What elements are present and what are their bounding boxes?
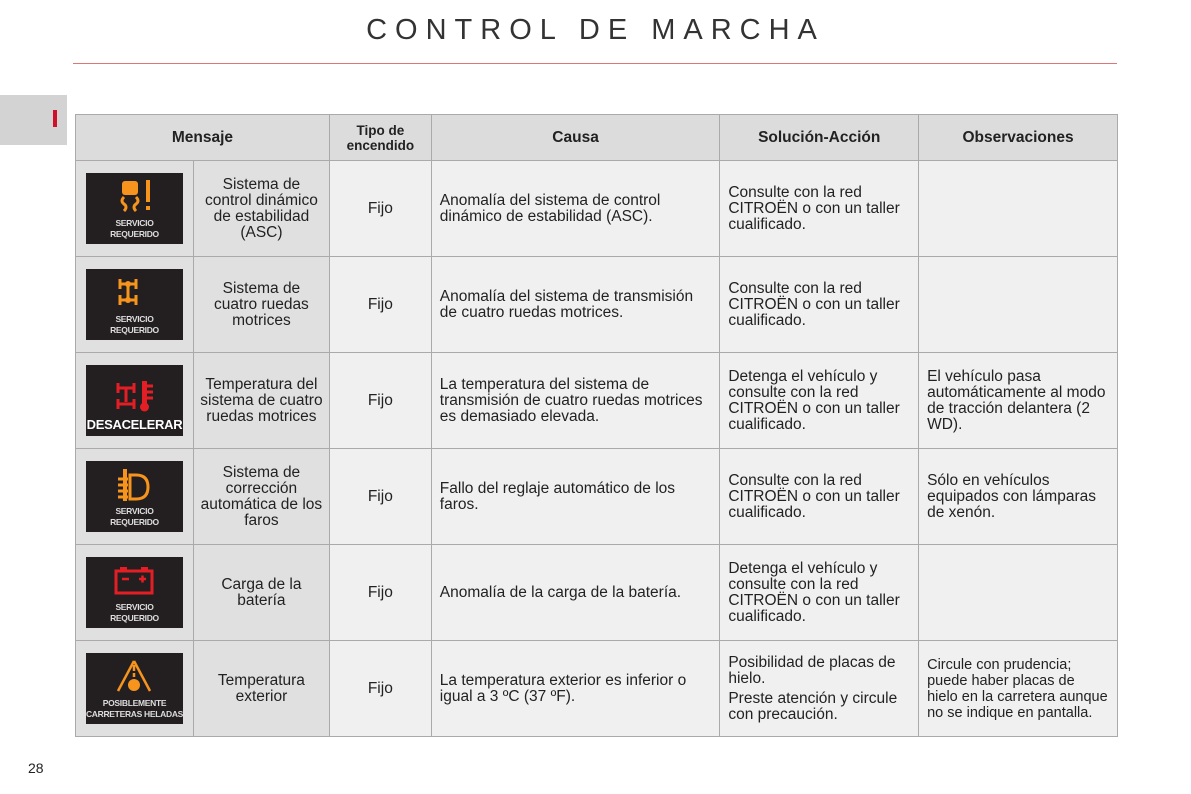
page-title: CONTROL DE MARCHA xyxy=(366,14,825,46)
battery-icon xyxy=(114,567,154,595)
header-tipo: Tipo de encendido xyxy=(328,114,432,161)
display-text: POSIBLEMENTE xyxy=(102,698,167,708)
solution-text: Detenga el vehículo y consulte con la re… xyxy=(728,367,900,433)
dashboard-display: DESACELERAR xyxy=(85,365,183,436)
display-text: REQUERIDO xyxy=(110,325,159,335)
display-text: SERVICIO xyxy=(115,218,154,228)
dashboard-display: SERVICIO REQUERIDO xyxy=(85,461,183,532)
solution-text: Consulte con la red CITROËN o con un tal… xyxy=(728,183,900,233)
tipo-cell: Fijo xyxy=(328,448,432,545)
solucion-cell: Consulte con la red CITROËN o con un tal… xyxy=(719,448,920,545)
mensaje-cell: Temperatura exterior xyxy=(192,640,330,737)
table-row: SERVICIO REQUERIDO Sistema de corrección … xyxy=(75,448,1118,545)
mensaje-cell: Sistema de control dinámico de estabilid… xyxy=(192,160,330,257)
solution-text: Detenga el vehículo y consulte con la re… xyxy=(728,559,900,625)
dashboard-display: POSIBLEMENTE CARRETERAS HELADAS xyxy=(86,653,183,724)
causa-cell: La temperatura del sistema de transmisió… xyxy=(430,352,721,449)
display-text: SERVICIO xyxy=(115,506,154,516)
table-row: POSIBLEMENTE CARRETERAS HELADAS Temperatu… xyxy=(75,640,1118,737)
table-row: DESACELERAR Temperatura del sistema de c… xyxy=(75,352,1118,449)
solucion-cell: Posibilidad de placas de hielo. Preste at… xyxy=(719,640,920,737)
section-marker xyxy=(53,110,57,127)
stability-control-warning-icon xyxy=(120,180,151,213)
display-text: SERVICIO xyxy=(115,314,154,324)
causa-cell: Anomalía del sistema de transmisión de c… xyxy=(430,256,721,353)
observaciones-cell: Sólo en vehículos equipados con lámparas… xyxy=(918,448,1118,545)
observaciones-cell xyxy=(918,256,1118,353)
tipo-cell: Fijo xyxy=(328,640,432,737)
solucion-cell: Detenga el vehículo y consulte con la re… xyxy=(719,352,920,449)
tipo-cell: Fijo xyxy=(328,160,432,257)
title-divider xyxy=(73,63,1117,64)
section-tab xyxy=(0,95,67,145)
causa-cell: La temperatura exterior es inferior o ig… xyxy=(430,640,721,737)
mensaje-cell: Temperatura del sistema de cuatro ruedas… xyxy=(192,352,330,449)
display-text: REQUERIDO xyxy=(110,229,159,239)
icy-road-icon xyxy=(117,660,152,692)
header-observaciones: Observaciones xyxy=(918,114,1118,161)
header-causa: Causa xyxy=(430,114,721,161)
observaciones-cell: Circule con prudencia; puede haber placa… xyxy=(918,640,1118,737)
dashboard-display: SERVICIO REQUERIDO xyxy=(85,269,183,340)
causa-cell: Anomalía del sistema de control dinámico… xyxy=(430,160,721,257)
solucion-cell: Consulte con la red CITROËN o con un tal… xyxy=(719,160,920,257)
display-text: DESACELERAR xyxy=(86,417,183,432)
tipo-cell: Fijo xyxy=(328,352,432,449)
dashboard-display: SERVICIO REQUERIDO xyxy=(85,557,183,628)
solution-text: Consulte con la red CITROËN o con un tal… xyxy=(728,279,900,329)
header-mensaje: Mensaje xyxy=(75,114,330,161)
solution-text: Posibilidad de placas de hielo. xyxy=(728,653,896,687)
observaciones-cell xyxy=(918,160,1118,257)
display-text: CARRETERAS HELADAS xyxy=(85,709,184,719)
page-number: 28 xyxy=(28,760,44,776)
observaciones-cell: El vehículo pasa automáticamente al modo… xyxy=(918,352,1118,449)
display-text: SERVICIO xyxy=(115,602,154,612)
four-wheel-drive-temperature-icon xyxy=(116,381,154,412)
mensaje-cell: Carga de la batería xyxy=(192,544,330,641)
mensaje-cell: Sistema de cuatro ruedas motrices xyxy=(192,256,330,353)
display-text: REQUERIDO xyxy=(110,613,159,623)
causa-cell: Fallo del reglaje automático de los faro… xyxy=(430,448,721,545)
display-text: REQUERIDO xyxy=(110,517,159,527)
headlamp-leveling-icon xyxy=(118,469,150,501)
solucion-cell: Detenga el vehículo y consulte con la re… xyxy=(719,544,920,641)
header-solucion: Solución-Acción xyxy=(719,114,920,161)
tipo-cell: Fijo xyxy=(328,256,432,353)
dashboard-display: SERVICIO REQUERIDO xyxy=(85,173,183,244)
solution-text: Preste atención y circule con precaución… xyxy=(728,689,898,723)
solucion-cell: Consulte con la red CITROËN o con un tal… xyxy=(719,256,920,353)
table-row: SERVICIO REQUERIDO Sistema de cuatro rued… xyxy=(75,256,1118,353)
causa-cell: Anomalía de la carga de la batería. xyxy=(430,544,721,641)
four-wheel-drive-icon xyxy=(118,279,138,305)
observaciones-cell xyxy=(918,544,1118,641)
tipo-cell: Fijo xyxy=(328,544,432,641)
table-row: SERVICIO REQUERIDO Carga de la batería Fi… xyxy=(75,544,1118,641)
solution-text: Consulte con la red CITROËN o con un tal… xyxy=(728,471,900,521)
table-row: SERVICIO REQUERIDO Sistema de control din… xyxy=(75,160,1118,257)
mensaje-cell: Sistema de corrección automática de los … xyxy=(192,448,330,545)
warning-table: Mensaje Tipo de encendido Causa Solución… xyxy=(75,114,1118,737)
